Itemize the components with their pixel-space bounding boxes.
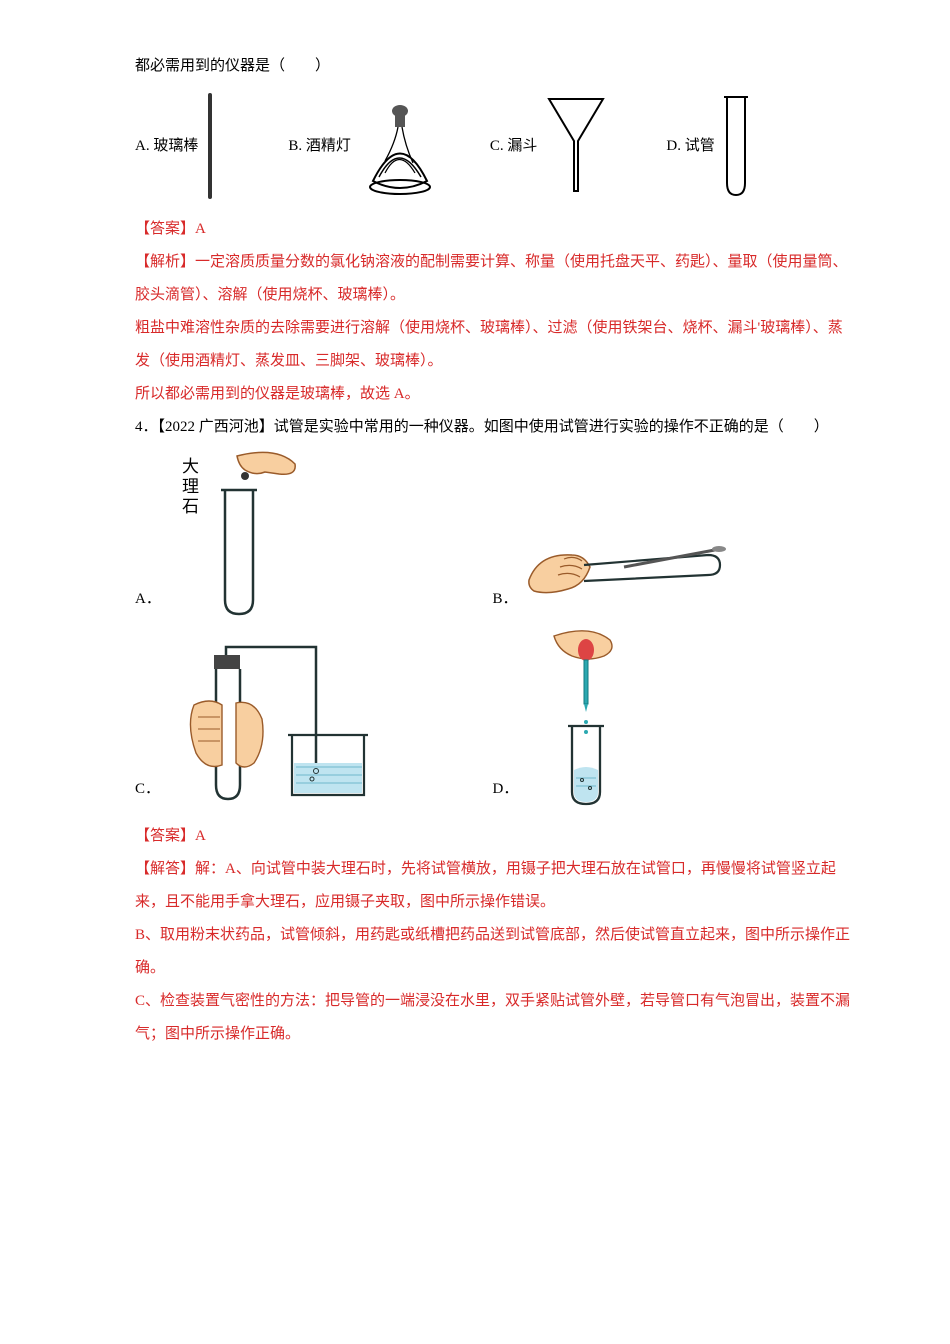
q4-option-b: B． (493, 450, 851, 620)
q4-options-grid: A． 大 理 石 B． (135, 450, 850, 810)
alcohol-lamp-icon (355, 91, 445, 201)
q4-solve-a-text: 解：A、向试管中装大理石时，先将试管横放，用镊子把大理石放在试管口，再慢慢将试管… (135, 861, 836, 910)
q3-options-row: A. 玻璃棒 B. 酒精灯 (135, 91, 850, 201)
funnel-icon (541, 91, 611, 201)
svg-text:石: 石 (182, 497, 199, 516)
explain-label: 【解析】 (135, 254, 195, 270)
q4-stem: 4．【2022 广西河池】试管是实验中常用的一种仪器。如图中使用试管进行实验的操… (135, 411, 850, 444)
q4-number-source: 4．【2022 广西河池】 (135, 419, 274, 435)
svg-text:理: 理 (182, 477, 199, 496)
q4-answer-value: A (195, 828, 206, 844)
glass-rod-icon (202, 91, 218, 201)
q4-opt-c-letter: C． (135, 773, 160, 810)
q4-image-b-icon (524, 525, 734, 620)
q3-opt-a-label: A. 玻璃棒 (135, 136, 198, 157)
q3-explain-text1: 一定溶质质量分数的氯化钠溶液的配制需要计算、称量（使用托盘天平、药匙）、量取（使… (135, 254, 848, 303)
q4-opt-b-letter: B． (493, 583, 518, 620)
q3-explain-p1: 【解析】一定溶质质量分数的氯化钠溶液的配制需要计算、称量（使用托盘天平、药匙）、… (135, 246, 850, 312)
q3-explain-p2: 粗盐中难溶性杂质的去除需要进行溶解（使用烧杯、玻璃棒）、过滤（使用铁架台、烧杯、… (135, 312, 850, 378)
q4-image-c-icon (166, 645, 386, 810)
caption-char1: 大 (182, 457, 199, 476)
q3-option-d: D. 试管 (666, 91, 752, 201)
q3-opt-b-label: B. 酒精灯 (288, 136, 351, 157)
answer-label-2: 【答案】 (135, 828, 195, 844)
q4-solve-c: C、检查装置气密性的方法：把导管的一端浸没在水里，双手紧贴试管外壁，若导管口有气… (135, 985, 850, 1051)
q3-opt-c-label: C. 漏斗 (490, 136, 538, 157)
answer-label: 【答案】 (135, 221, 195, 237)
test-tube-icon (719, 91, 753, 201)
q3-option-a: A. 玻璃棒 (135, 91, 218, 201)
q3-answer-value: A (195, 221, 206, 237)
q4-opt-d-letter: D． (493, 773, 519, 810)
q4-stem-text: 试管是实验中常用的一种仪器。如图中使用试管进行实验的操作不正确的是（ ） (274, 419, 829, 435)
q4-opt-a-letter: A． (135, 583, 161, 620)
q4-image-a-icon: 大 理 石 (167, 450, 307, 620)
q3-stem-tail: 都必需用到的仪器是（ ） (135, 50, 850, 83)
q4-solve-b: B、取用粉末状药品，试管倾斜，用药匙或纸槽把药品送到试管底部，然后使试管直立起来… (135, 919, 850, 985)
q4-option-d: D． (493, 630, 851, 810)
q4-option-c: C． (135, 630, 493, 810)
q4-solve-a: 【解答】解：A、向试管中装大理石时，先将试管横放，用镊子把大理石放在试管口，再慢… (135, 853, 850, 919)
q4-answer-line: 【答案】A (135, 820, 850, 853)
q3-option-b: B. 酒精灯 (288, 91, 445, 201)
q3-answer-line: 【答案】A (135, 213, 850, 246)
q3-opt-d-label: D. 试管 (666, 136, 714, 157)
solve-label: 【解答】 (135, 861, 195, 877)
q3-option-c: C. 漏斗 (490, 91, 612, 201)
q4-option-a: A． 大 理 石 (135, 450, 493, 620)
page: 都必需用到的仪器是（ ） A. 玻璃棒 B. 酒精灯 (50, 0, 900, 1101)
q3-explain-p3: 所以都必需用到的仪器是玻璃棒，故选 A。 (135, 378, 850, 411)
q4-image-d-icon (524, 630, 654, 810)
